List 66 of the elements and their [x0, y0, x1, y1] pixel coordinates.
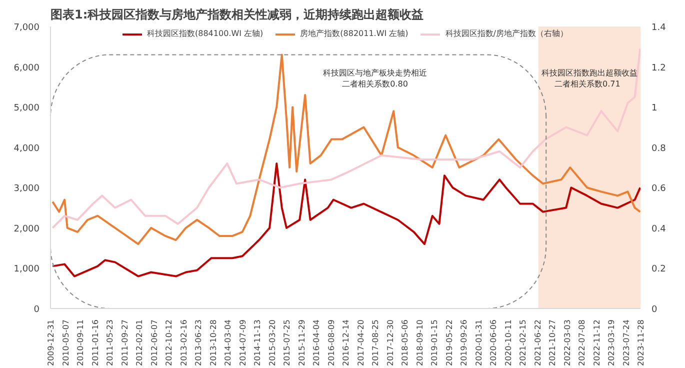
x-tick-label: 2011-09-27 [120, 319, 130, 366]
y2-tick-label: 1.2 [652, 63, 666, 74]
annotation: 二者相关系数0.80 [342, 80, 408, 89]
y2-tick-label: 0 [652, 305, 658, 315]
x-tick-label: 2015-03-20 [268, 319, 277, 366]
line-series [52, 162, 640, 278]
x-tick-label: 2015-11-29 [297, 319, 306, 366]
y-tick-label: 3,000 [14, 184, 40, 194]
x-tick-label: 2011-01-16 [90, 319, 100, 366]
x-tick-label: 2018-09-10 [415, 319, 424, 366]
x-tick-label: 2019-05-22 [444, 319, 454, 366]
band-label: 科技园区指数跑出超额收益 [541, 68, 638, 78]
x-tick-label: 2013-02-16 [179, 319, 188, 366]
x-tick-label: 2013-06-23 [194, 319, 203, 366]
y-tick-label: 5,000 [14, 104, 40, 114]
x-tick-label: 2017-08-25 [371, 319, 380, 366]
chart-title: 图表1:科技园区指数与房地产指数相关性减弱，近期持续跑出超额收益 [50, 8, 424, 22]
y-tick-label: 1,000 [14, 264, 40, 275]
x-tick-label: 2014-11-13 [253, 319, 262, 366]
x-tick-label: 2016-04-04 [312, 319, 321, 366]
y2-tick-label: 0.4 [652, 224, 666, 234]
x-tick-label: 2021-06-22 [533, 319, 542, 366]
y-tick-label: 0 [34, 305, 40, 315]
legend-label: 科技园区指数(884100.WI 左轴) [147, 28, 264, 39]
x-tick-label: 2019-09-26 [460, 319, 468, 366]
x-tick-label: 2016-08-09 [326, 319, 336, 366]
x-tick-label: 2022-11-12 [592, 319, 602, 366]
legend-label: 科技园区指数/房地产指数（右轴） [445, 28, 568, 39]
x-tick-label: 2013-10-28 [208, 319, 218, 366]
x-tick-label: 2020-06-06 [489, 319, 498, 366]
x-tick-label: 2021-02-15 [518, 319, 528, 366]
annotation: 科技园区与地产板块走势相近 [323, 68, 427, 78]
x-tick-label: 2023-07-24 [622, 319, 631, 366]
x-tick-label: 2018-05-06 [400, 319, 410, 366]
x-tick-label: 2009-12-31 [46, 319, 56, 366]
y-tick-label: 4,000 [14, 144, 40, 154]
x-tick-label: 2019-01-15 [430, 319, 439, 366]
x-tick-label: 2011-05-23 [106, 319, 114, 366]
x-tick-label: 2014-03-04 [224, 319, 232, 366]
x-tick-label: 2012-02-01 [135, 319, 144, 366]
y-tick-label: 2,000 [14, 224, 40, 234]
y-tick-label: 6,000 [14, 63, 40, 74]
y2-tick-label: 1.4 [652, 23, 666, 33]
x-tick-label: 2020-10-11 [504, 319, 513, 366]
y2-tick-label: 0.8 [652, 144, 666, 154]
legend-label: 房地产指数(882011.WI 左轴) [300, 28, 408, 39]
x-tick-label: 2010-05-07 [61, 319, 70, 366]
x-tick-label: 2023-03-19 [607, 319, 616, 366]
x-tick-label: 2017-12-30 [386, 319, 395, 366]
x-tick-label: 2016-12-14 [342, 319, 350, 366]
x-tick-label: 2022-07-08 [578, 319, 586, 366]
y2-tick-label: 0.2 [652, 264, 666, 275]
x-tick-label: 2010-09-11 [76, 319, 85, 366]
x-tick-label: 2015-07-25 [282, 319, 292, 366]
y2-tick-label: 1 [652, 104, 658, 114]
x-tick-label: 2021-10-27 [548, 319, 557, 366]
x-tick-label: 2017-04-20 [356, 319, 366, 366]
annotation: 二者相关系数0.71 [554, 80, 620, 89]
y2-tick-label: 0.6 [652, 184, 666, 194]
x-tick-label: 2020-01-31 [474, 319, 484, 366]
x-tick-label: 2012-06-07 [150, 319, 159, 366]
x-tick-label: 2014-07-09 [238, 319, 248, 366]
y-tick-label: 7,000 [14, 23, 40, 33]
x-tick-label: 2012-10-12 [164, 319, 174, 366]
x-tick-label: 2022-03-03 [562, 319, 572, 366]
x-tick-label: 2023-11-28 [636, 319, 646, 366]
